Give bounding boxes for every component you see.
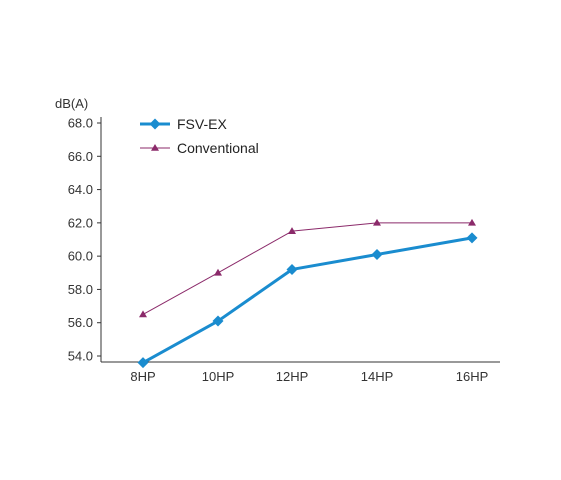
legend: FSV-EX Conventional	[140, 116, 259, 156]
legend-item: FSV-EX	[140, 116, 227, 132]
x-axis-ticks: 8HP 10HP 12HP 14HP 16HP	[130, 369, 488, 384]
data-point-diamond	[149, 118, 161, 130]
y-tick-label: 58.0	[68, 282, 93, 297]
x-tick-label: 12HP	[276, 369, 309, 384]
axes	[100, 117, 500, 363]
y-axis-label: dB(A)	[55, 96, 88, 111]
y-tick-label: 60.0	[68, 249, 93, 264]
data-point-triangle	[151, 144, 159, 151]
data-point-diamond	[286, 263, 298, 275]
data-point-triangle	[468, 218, 476, 226]
series-layer	[137, 218, 478, 369]
legend-label: FSV-EX	[177, 116, 227, 132]
y-tick-label: 62.0	[68, 215, 93, 230]
series-line	[142, 222, 472, 315]
data-point-triangle	[139, 310, 147, 318]
x-tick-label: 14HP	[361, 369, 394, 384]
series-line	[142, 236, 473, 364]
y-tick-label: 56.0	[68, 315, 93, 330]
data-point-triangle	[214, 268, 222, 276]
y-tick-label: 54.0	[68, 349, 93, 364]
data-point-diamond	[212, 315, 224, 327]
x-tick-label: 10HP	[202, 369, 235, 384]
x-tick-label: 16HP	[456, 369, 489, 384]
data-point-diamond	[466, 232, 478, 244]
legend-label: Conventional	[177, 140, 259, 156]
series-fsv-ex	[137, 232, 478, 369]
y-tick-label: 68.0	[68, 116, 93, 131]
x-tick-label: 8HP	[130, 369, 155, 384]
data-point-diamond	[137, 357, 149, 369]
series-conventional	[139, 218, 476, 318]
data-point-diamond	[371, 248, 383, 260]
data-point-triangle	[288, 227, 296, 234]
legend-item: Conventional	[140, 140, 259, 156]
y-tick-label: 64.0	[68, 182, 93, 197]
y-tick-label: 66.0	[68, 149, 93, 164]
y-axis-ticks: 68.0 66.0 64.0 62.0 60.0 58.0 56.0 54.0	[68, 116, 101, 364]
data-point-triangle	[373, 218, 381, 226]
